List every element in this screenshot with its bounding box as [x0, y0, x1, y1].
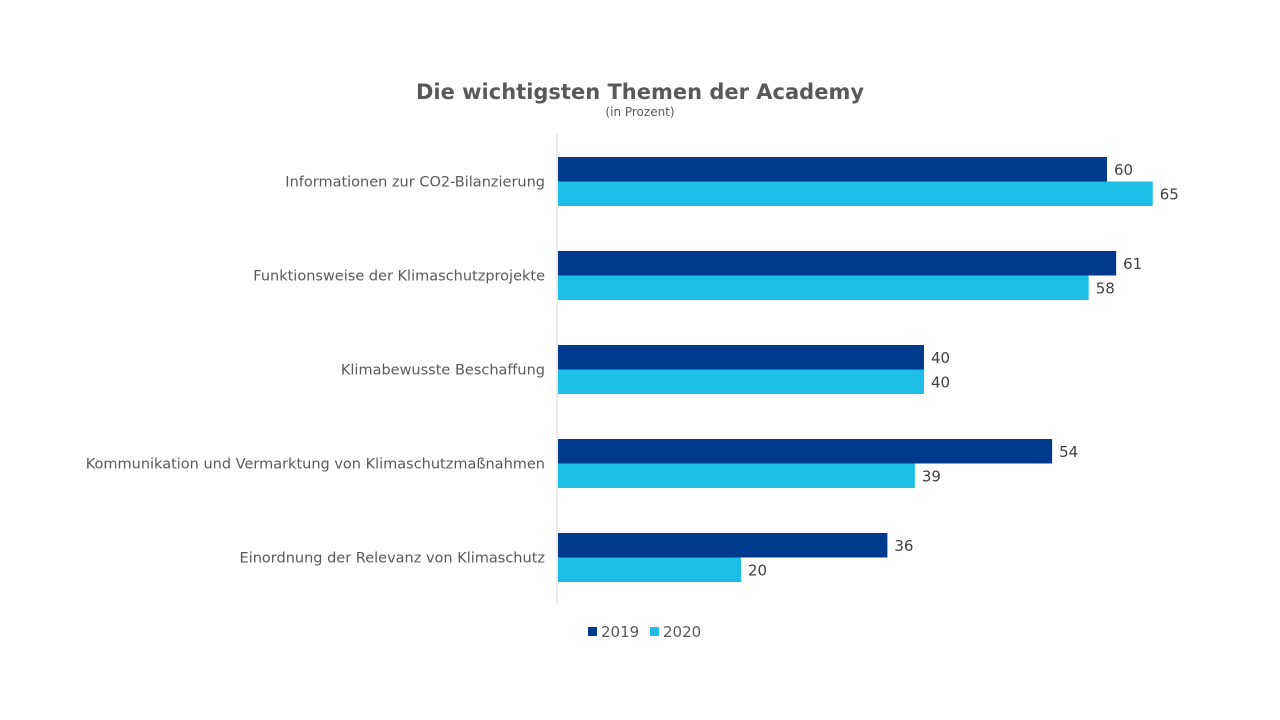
bar-2019: [558, 157, 1107, 182]
category-label: Klimabewusste Beschaffung: [341, 363, 545, 379]
bar-2019: [558, 439, 1053, 464]
data-label: 54: [1059, 443, 1078, 461]
category-label: Einordnung der Relevanz von Klimaschutz: [240, 551, 545, 567]
bar-2019: [558, 345, 924, 370]
data-label: 20: [748, 561, 767, 579]
category-label: Kommunikation und Vermarktung von Klimas…: [86, 457, 545, 473]
bar-2020: [558, 463, 915, 488]
data-label: 40: [931, 349, 950, 367]
bar-2019: [558, 251, 1117, 276]
data-label: 61: [1123, 255, 1142, 273]
data-label: 40: [931, 373, 950, 391]
data-label: 65: [1160, 185, 1179, 203]
bar-2020: [558, 557, 741, 582]
data-label: 60: [1114, 161, 1133, 179]
data-label: 58: [1096, 279, 1115, 297]
legend: 2019 2020: [588, 623, 701, 641]
chart-title: Die wichtigsten Themen der Academy: [416, 80, 864, 104]
bar-2020: [558, 181, 1153, 206]
chart-subtitle: (in Prozent): [605, 105, 674, 119]
legend-swatch: [650, 627, 659, 636]
category-label: Informationen zur CO2-Bilanzierung: [285, 175, 545, 191]
category-label: Funktionsweise der Klimaschutzprojekte: [253, 269, 545, 285]
bar-2020: [558, 275, 1089, 300]
data-label: 36: [894, 537, 913, 555]
data-label: 39: [922, 467, 941, 485]
bar-2020: [558, 369, 924, 394]
legend-label: 2020: [663, 623, 701, 641]
legend-label: 2019: [601, 623, 639, 641]
legend-swatch: [588, 627, 597, 636]
bar-2019: [558, 533, 888, 558]
bars-layer: Informationen zur CO2-Bilanzierung 60 65 Fu…: [86, 157, 1179, 582]
